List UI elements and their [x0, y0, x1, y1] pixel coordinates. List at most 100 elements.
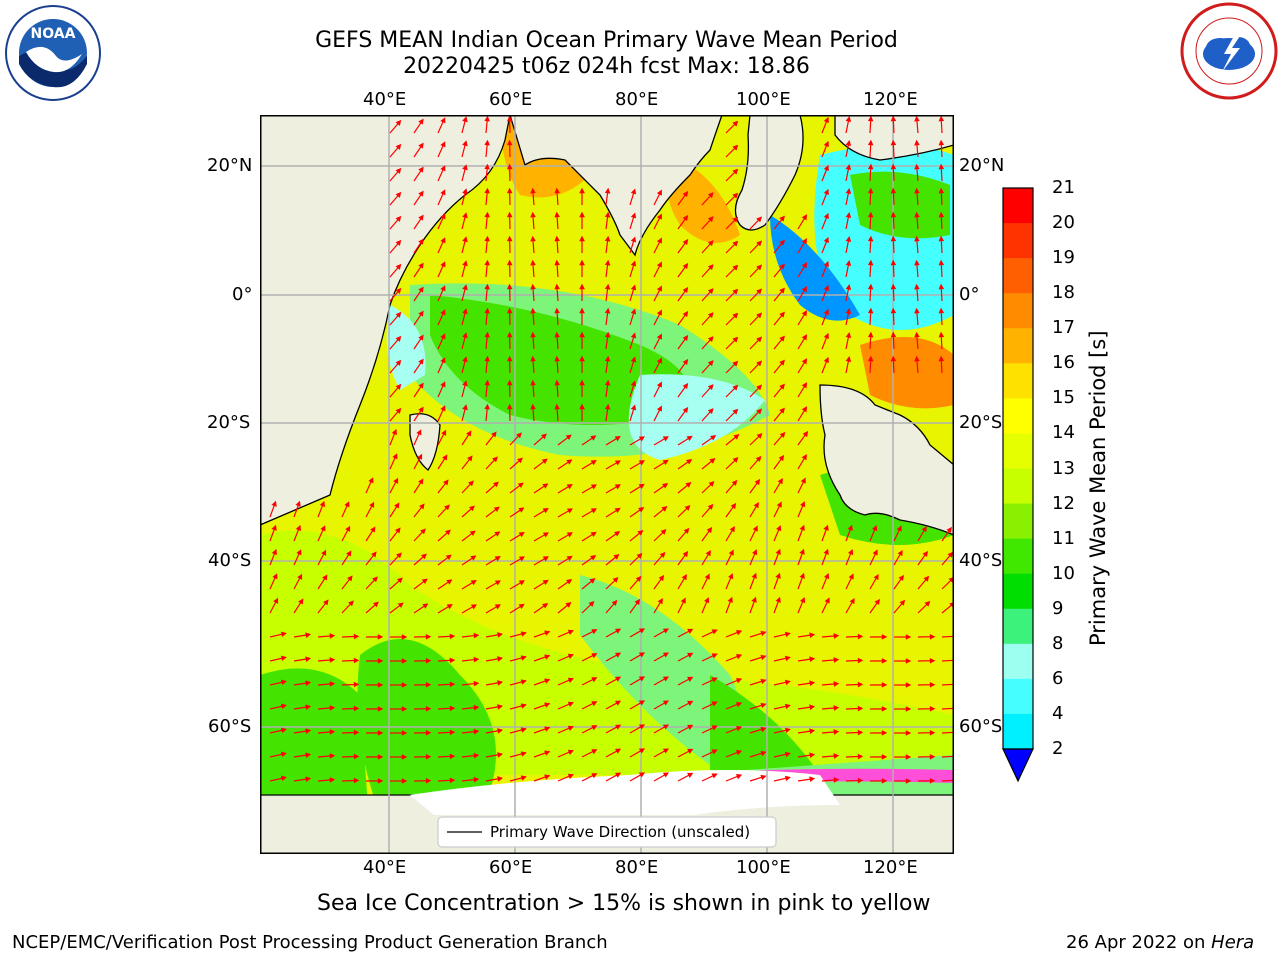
wave-arrow-head	[682, 214, 689, 222]
wave-arrow-head	[778, 454, 785, 462]
wave-arrow-head	[784, 679, 791, 686]
wave-arrow-head	[484, 355, 490, 362]
wave-arrow-head	[440, 237, 446, 244]
colorbar-tick-label: 6	[1052, 667, 1064, 689]
wave-arrow-head	[681, 574, 687, 581]
wave-arrow-head	[542, 603, 549, 609]
wave-arrow-head	[368, 477, 374, 484]
wave-arrow-head	[929, 634, 936, 640]
wave-arrow-head	[707, 192, 714, 199]
wave-arrow-head	[662, 772, 670, 778]
wave-arrow-head	[305, 776, 312, 782]
wave-arrow-head	[567, 749, 574, 755]
wave-arrow-head	[473, 632, 480, 639]
colorbar-extend-triangle	[1002, 748, 1034, 783]
wave-arrow-head	[929, 706, 936, 712]
wave-arrow-head	[441, 429, 447, 436]
wave-arrow-head	[799, 596, 806, 604]
wave-arrow-head	[377, 706, 384, 712]
wave-arrow-head	[833, 729, 840, 735]
wave-arrow-head	[544, 702, 551, 708]
wave-arrow-head	[462, 356, 468, 363]
wave-arrow-head	[520, 655, 527, 661]
wave-arrow-head	[446, 579, 453, 585]
wave-arrow-head	[833, 753, 840, 759]
wave-arrow-head	[914, 307, 920, 314]
wave-arrow-head	[554, 307, 560, 314]
wave-arrow-head	[440, 117, 446, 124]
wave-arrow-head	[395, 335, 402, 342]
wave-arrow-head	[682, 310, 689, 318]
wave-arrow-head	[345, 525, 351, 532]
wave-arrow-head	[735, 654, 743, 660]
lat-label-left: 40°S	[208, 550, 252, 571]
wave-arrow-head	[711, 629, 718, 635]
wave-arrow-head	[914, 139, 920, 146]
wave-arrow-head	[779, 383, 785, 390]
wave-arrow-head	[440, 405, 446, 412]
wave-arrow-head	[735, 630, 743, 636]
wave-arrow-head	[418, 310, 424, 317]
wave-arrow-head	[518, 580, 525, 586]
wave-arrow-head	[662, 700, 670, 706]
wave-arrow-head	[554, 283, 560, 290]
legend-label: Primary Wave Direction (unscaled)	[490, 823, 750, 841]
noaa-logo-text: NOAA	[31, 26, 76, 42]
footer-date-text: 26 Apr 2022 on	[1066, 932, 1212, 953]
wave-arrow-head	[775, 572, 781, 579]
wave-arrow-head	[395, 215, 402, 222]
wave-arrow-head	[857, 633, 864, 640]
wave-arrow-head	[872, 549, 878, 556]
wave-arrow-head	[707, 288, 714, 295]
wave-arrow-head	[604, 307, 611, 314]
wave-arrow-head	[857, 753, 864, 760]
wave-arrow-head	[468, 480, 474, 487]
wave-arrow-head	[881, 634, 888, 640]
wave-arrow-head	[541, 433, 547, 440]
wave-arrow-head	[470, 604, 477, 610]
wave-arrow-head	[779, 311, 785, 318]
wave-arrow-head	[401, 634, 408, 640]
wave-arrow-head	[591, 773, 598, 779]
wave-arrow-head	[711, 653, 718, 659]
wave-arrow-head	[440, 285, 446, 292]
wave-arrow-head	[635, 575, 642, 582]
wave-arrow-head	[518, 603, 525, 610]
wave-arrow-head	[516, 432, 522, 439]
wave-arrow-head	[353, 753, 360, 760]
wave-arrow-head	[579, 307, 585, 314]
wave-arrow-head	[280, 655, 287, 661]
wave-arrow-head	[929, 658, 936, 664]
wave-arrow-head	[462, 212, 468, 219]
wave-arrow-head	[329, 777, 336, 783]
wave-arrow-head	[682, 358, 689, 366]
wave-arrow-head	[425, 730, 432, 736]
wave-arrow-head	[732, 240, 739, 247]
wave-arrow-head	[614, 772, 622, 778]
wave-arrow-head	[662, 676, 670, 682]
wave-arrow-head	[517, 482, 524, 489]
wave-arrow-head	[800, 477, 806, 484]
wave-arrow-head	[497, 704, 503, 710]
wave-arrow-head	[914, 259, 920, 266]
wave-arrow-head	[473, 776, 480, 783]
wave-arrow-head	[542, 556, 549, 562]
wave-arrow-head	[662, 436, 669, 442]
wave-arrow-head	[544, 630, 551, 636]
colorbar-swatch	[1003, 398, 1033, 434]
colorbar-tick-label: 4	[1052, 702, 1064, 724]
wave-arrow-head	[497, 656, 503, 662]
wave-arrow-head	[484, 283, 490, 290]
wave-arrow-head	[776, 525, 782, 532]
wave-arrow-head	[890, 259, 897, 266]
lat-label-right: 20°S	[959, 412, 1003, 433]
wave-arrow-head	[833, 681, 840, 687]
wave-arrow-head	[929, 730, 936, 736]
wave-arrow-head	[271, 500, 277, 507]
wave-arrow-head	[466, 430, 472, 437]
wave-arrow-head	[707, 503, 714, 510]
wave-arrow-head	[353, 681, 360, 688]
wave-arrow-head	[329, 705, 336, 711]
lat-label-left: 60°S	[208, 716, 252, 737]
wave-arrow-head	[687, 676, 694, 682]
